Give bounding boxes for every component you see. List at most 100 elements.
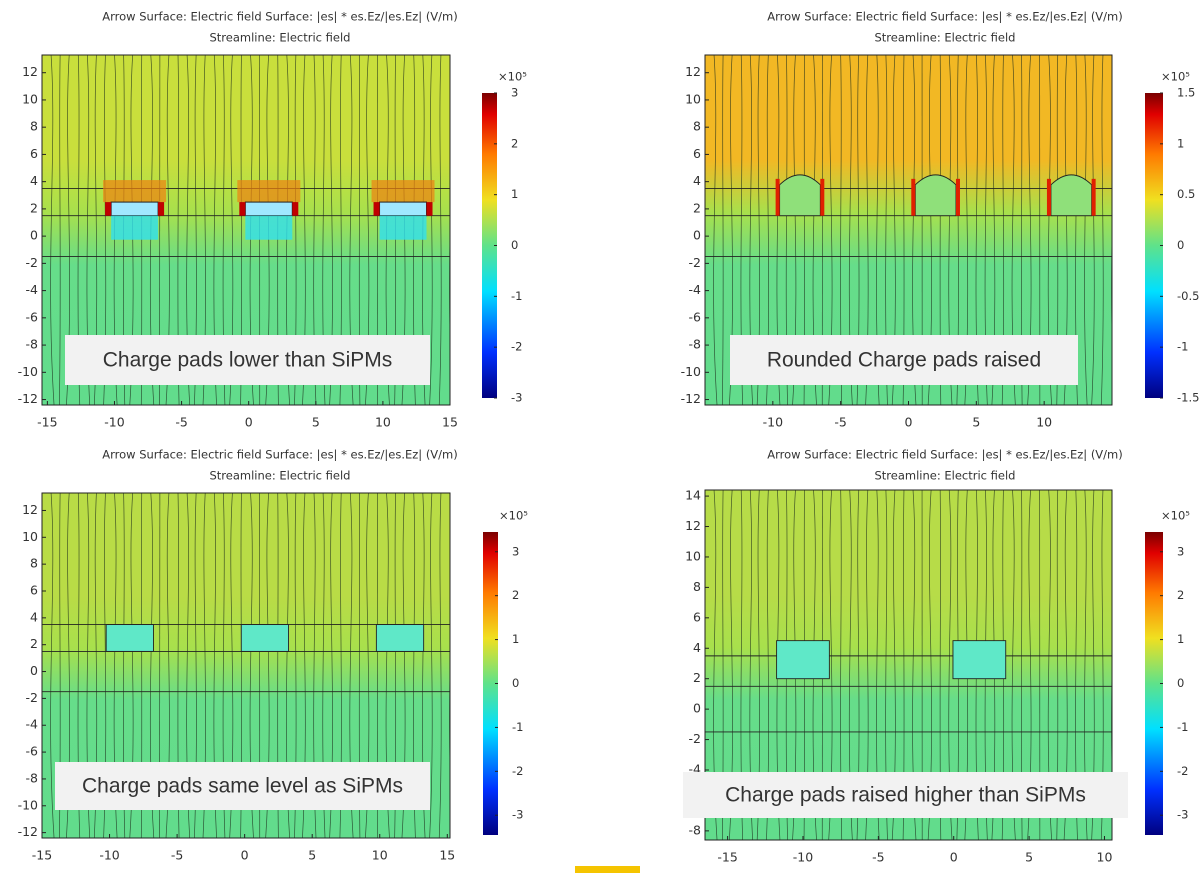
colorbar-tick-label: -1 (511, 289, 522, 303)
colorbar-tick-label: 1 (1177, 632, 1184, 646)
annotation-box (55, 762, 430, 810)
y-tick-label: 12 (685, 518, 701, 533)
colorbar-tick-label: 2 (1177, 588, 1184, 602)
y-tick-label: -10 (18, 364, 38, 379)
colorbar-tick-label: -3 (511, 391, 522, 405)
colorbar-tick-label: -3 (512, 808, 523, 822)
annotation-box (683, 772, 1128, 818)
x-tick-label: -10 (99, 848, 119, 863)
hot-zone (103, 180, 167, 203)
colorbar-unit: ×10⁵ (498, 70, 527, 84)
colorbar-tick-label: 1 (511, 187, 518, 201)
colorbar-tick-label: -2 (512, 764, 523, 778)
y-tick-label: -4 (26, 717, 39, 732)
colorbar-tick-label: -1.5 (1177, 391, 1199, 405)
highlight (575, 866, 640, 873)
panel-title: Arrow Surface: Electric field Surface: |… (102, 10, 458, 24)
hot-edge (911, 178, 916, 216)
plot-frame (704, 489, 1113, 841)
x-tick-label: 5 (1025, 850, 1033, 865)
charge-pad (379, 201, 428, 217)
x-tick-label: -5 (175, 415, 187, 430)
colorbar-tick-label: 3 (511, 86, 518, 100)
y-tick-label: 4 (693, 640, 701, 655)
x-tick-label: -10 (104, 415, 124, 430)
panel-subtitle: Streamline: Electric field (210, 469, 351, 483)
x-tick-label: 0 (241, 848, 249, 863)
hot-edge (239, 202, 246, 216)
panel-title: Arrow Surface: Electric field Surface: |… (767, 10, 1123, 24)
y-tick-label: 6 (693, 609, 701, 624)
y-tick-label: 8 (693, 579, 701, 594)
x-tick-label: -10 (793, 850, 813, 865)
y-tick-label: 0 (693, 701, 701, 716)
y-tick-label: -12 (681, 391, 701, 406)
annotation-box (730, 335, 1078, 385)
streamline (438, 493, 442, 838)
hot-edge (820, 178, 825, 216)
plot-frame (41, 492, 451, 839)
y-tick-label: -2 (689, 255, 701, 270)
cold-zone (111, 215, 159, 240)
hot-edge (105, 202, 112, 216)
colorbar-tick-label: -1 (1177, 340, 1188, 354)
hot-edge (158, 202, 165, 216)
panel-title: Arrow Surface: Electric field Surface: |… (102, 448, 458, 462)
y-tick-label: -12 (18, 824, 38, 839)
y-tick-label: 6 (30, 582, 38, 597)
streamline (438, 55, 442, 405)
y-tick-label: 0 (693, 228, 701, 243)
colorbar (482, 93, 497, 398)
charge-pad (776, 640, 830, 680)
charge-pad (1050, 174, 1093, 217)
colorbar (1145, 532, 1163, 835)
y-tick-label: -8 (689, 822, 702, 837)
colorbar-tick-label: 3 (1177, 544, 1184, 558)
panel-subtitle: Streamline: Electric field (875, 31, 1016, 45)
y-tick-label: 12 (22, 502, 38, 517)
y-tick-label: 14 (685, 488, 701, 503)
colorbar-tick-label: -0.5 (1177, 289, 1199, 303)
streamline (59, 55, 61, 405)
y-tick-label: 12 (22, 64, 38, 79)
colorbar-tick-label: 0 (512, 676, 519, 690)
charge-pad (105, 624, 154, 652)
annotation: Charge pads raised higher than SiPMs (725, 784, 1086, 807)
x-tick-label: 5 (972, 415, 980, 430)
x-tick-label: 0 (950, 850, 958, 865)
x-tick-label: -5 (872, 850, 884, 865)
hot-edge (373, 202, 380, 216)
y-tick-label: 4 (693, 173, 701, 188)
colorbar (1145, 93, 1163, 398)
colorbar-tick-label: 0.5 (1177, 187, 1195, 201)
y-tick-label: -2 (689, 731, 701, 746)
annotation-box (65, 335, 430, 385)
x-tick-label: 10 (1036, 415, 1052, 430)
hot-zone (237, 180, 301, 203)
colorbar-tick-label: 3 (512, 544, 519, 558)
colorbar-tick-label: 0 (1177, 676, 1184, 690)
colorbar-tick-label: 2 (512, 588, 519, 602)
y-tick-label: -4 (689, 282, 702, 297)
y-tick-label: 6 (30, 146, 38, 161)
y-tick-label: 10 (685, 91, 701, 106)
plot-frame (41, 54, 451, 406)
colorbar-tick-label: 2 (511, 136, 518, 150)
x-tick-label: 10 (372, 848, 388, 863)
annotation: Rounded Charge pads raised (767, 349, 1041, 372)
x-tick-label: 5 (308, 848, 316, 863)
cold-zone (379, 215, 427, 240)
x-tick-label: 10 (375, 415, 391, 430)
x-tick-label: -5 (171, 848, 183, 863)
colorbar-tick-label: 1 (1177, 136, 1184, 150)
streamline (50, 493, 55, 838)
panel-subtitle: Streamline: Electric field (875, 469, 1016, 483)
hot-edge (292, 202, 299, 216)
y-tick-label: 8 (693, 119, 701, 134)
y-tick-label: -10 (18, 797, 38, 812)
y-tick-label: -8 (26, 337, 39, 352)
colorbar-tick-label: 0 (511, 238, 518, 252)
charge-pad (240, 624, 290, 652)
charge-pad (375, 624, 425, 652)
panel-subtitle: Streamline: Electric field (210, 31, 351, 45)
